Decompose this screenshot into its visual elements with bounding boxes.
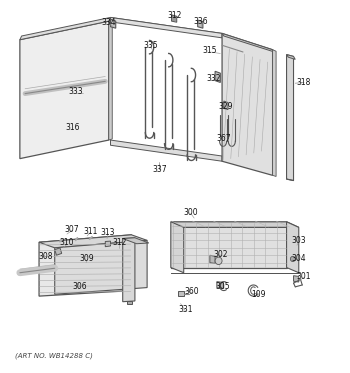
Polygon shape (222, 34, 273, 175)
Text: 313: 313 (101, 228, 115, 238)
Text: 329: 329 (218, 102, 233, 111)
Polygon shape (273, 50, 276, 176)
Text: 315: 315 (203, 46, 217, 55)
Text: 310: 310 (60, 238, 74, 247)
Polygon shape (172, 15, 177, 22)
Text: (ART NO. WB14288 C): (ART NO. WB14288 C) (15, 352, 92, 359)
Polygon shape (294, 276, 299, 282)
Polygon shape (111, 19, 116, 28)
Polygon shape (111, 140, 222, 161)
Polygon shape (55, 240, 147, 294)
Text: 302: 302 (213, 250, 228, 258)
Polygon shape (55, 248, 62, 255)
Polygon shape (287, 54, 294, 181)
Text: 333: 333 (68, 87, 83, 96)
Polygon shape (20, 21, 109, 159)
Circle shape (290, 256, 295, 261)
Polygon shape (210, 255, 215, 263)
Polygon shape (20, 18, 111, 40)
Polygon shape (171, 222, 287, 267)
Polygon shape (224, 101, 228, 110)
Polygon shape (123, 238, 135, 302)
Polygon shape (287, 222, 299, 273)
Polygon shape (109, 20, 112, 140)
Text: 300: 300 (183, 208, 198, 217)
Text: 311: 311 (83, 226, 98, 236)
Polygon shape (39, 235, 131, 296)
Text: 312: 312 (168, 11, 182, 20)
Polygon shape (39, 235, 147, 248)
Text: 309: 309 (80, 254, 94, 263)
Text: 301: 301 (297, 272, 311, 281)
Polygon shape (111, 18, 224, 36)
Polygon shape (217, 282, 224, 288)
Polygon shape (287, 54, 295, 59)
Polygon shape (111, 18, 222, 38)
Text: 306: 306 (73, 282, 88, 291)
Text: 305: 305 (215, 282, 230, 291)
Polygon shape (123, 238, 149, 244)
Text: 331: 331 (178, 305, 193, 314)
Polygon shape (127, 301, 132, 304)
Text: 307: 307 (65, 225, 79, 234)
Text: 316: 316 (65, 123, 79, 132)
Text: 109: 109 (251, 290, 266, 299)
Circle shape (215, 257, 222, 264)
Text: 332: 332 (206, 74, 220, 83)
Polygon shape (198, 20, 203, 28)
Text: 337: 337 (152, 165, 167, 174)
Text: 367: 367 (217, 134, 231, 143)
Text: 303: 303 (292, 236, 306, 245)
Polygon shape (222, 34, 274, 52)
Text: 336: 336 (194, 17, 209, 26)
Polygon shape (178, 291, 184, 296)
Text: 335: 335 (143, 41, 158, 50)
Text: 304: 304 (292, 254, 306, 263)
Polygon shape (171, 222, 299, 228)
Text: 360: 360 (184, 287, 199, 296)
Polygon shape (215, 71, 220, 82)
Polygon shape (171, 222, 184, 273)
Text: 308: 308 (39, 252, 53, 261)
Text: 334: 334 (102, 19, 116, 28)
Polygon shape (105, 241, 111, 247)
Text: 318: 318 (297, 78, 311, 87)
Text: 312: 312 (112, 238, 126, 247)
